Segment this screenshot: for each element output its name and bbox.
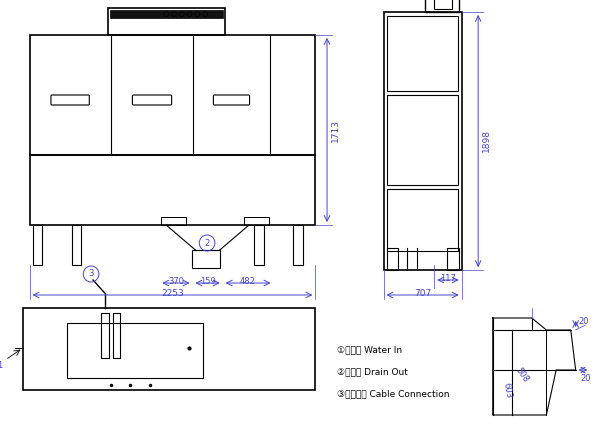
Bar [383,12,462,270]
Text: ①进水口 Water In: ①进水口 Water In [337,345,402,354]
Text: 707: 707 [414,289,431,298]
Bar [293,225,303,265]
Bar [254,225,264,265]
Bar [108,8,225,35]
FancyBboxPatch shape [51,95,90,105]
Text: ③电源连接 Cable Connection: ③电源连接 Cable Connection [337,389,450,398]
Text: 1898: 1898 [482,130,491,152]
FancyBboxPatch shape [132,95,172,105]
Text: 1713: 1713 [331,119,340,141]
Text: 482: 482 [240,277,256,286]
Bar [72,225,81,265]
Bar [29,35,316,155]
Text: 603: 603 [502,381,513,399]
Bar [161,217,186,225]
Text: 117: 117 [440,274,456,283]
Text: 1: 1 [0,361,2,371]
Bar [447,248,459,270]
Bar [29,155,316,225]
Bar [32,225,42,265]
Text: 20: 20 [579,318,589,326]
Text: 370: 370 [168,277,184,286]
Bar [386,248,398,270]
Bar [388,16,458,91]
Bar [244,217,269,225]
Bar [109,10,223,18]
Bar [388,189,458,251]
Bar [424,0,459,12]
Bar [112,313,120,358]
Bar [388,95,458,185]
Text: 3: 3 [88,269,94,279]
Bar [192,250,220,268]
Text: 508: 508 [514,366,530,384]
Text: 2253: 2253 [161,289,184,298]
Text: 2: 2 [204,239,210,247]
FancyBboxPatch shape [213,95,249,105]
Bar [435,0,452,9]
Text: 159: 159 [200,277,216,286]
Text: ②排水口 Drain Out: ②排水口 Drain Out [337,367,407,376]
Text: 20: 20 [580,374,591,383]
Bar [101,313,109,358]
Bar [67,323,203,378]
Bar [23,308,316,390]
